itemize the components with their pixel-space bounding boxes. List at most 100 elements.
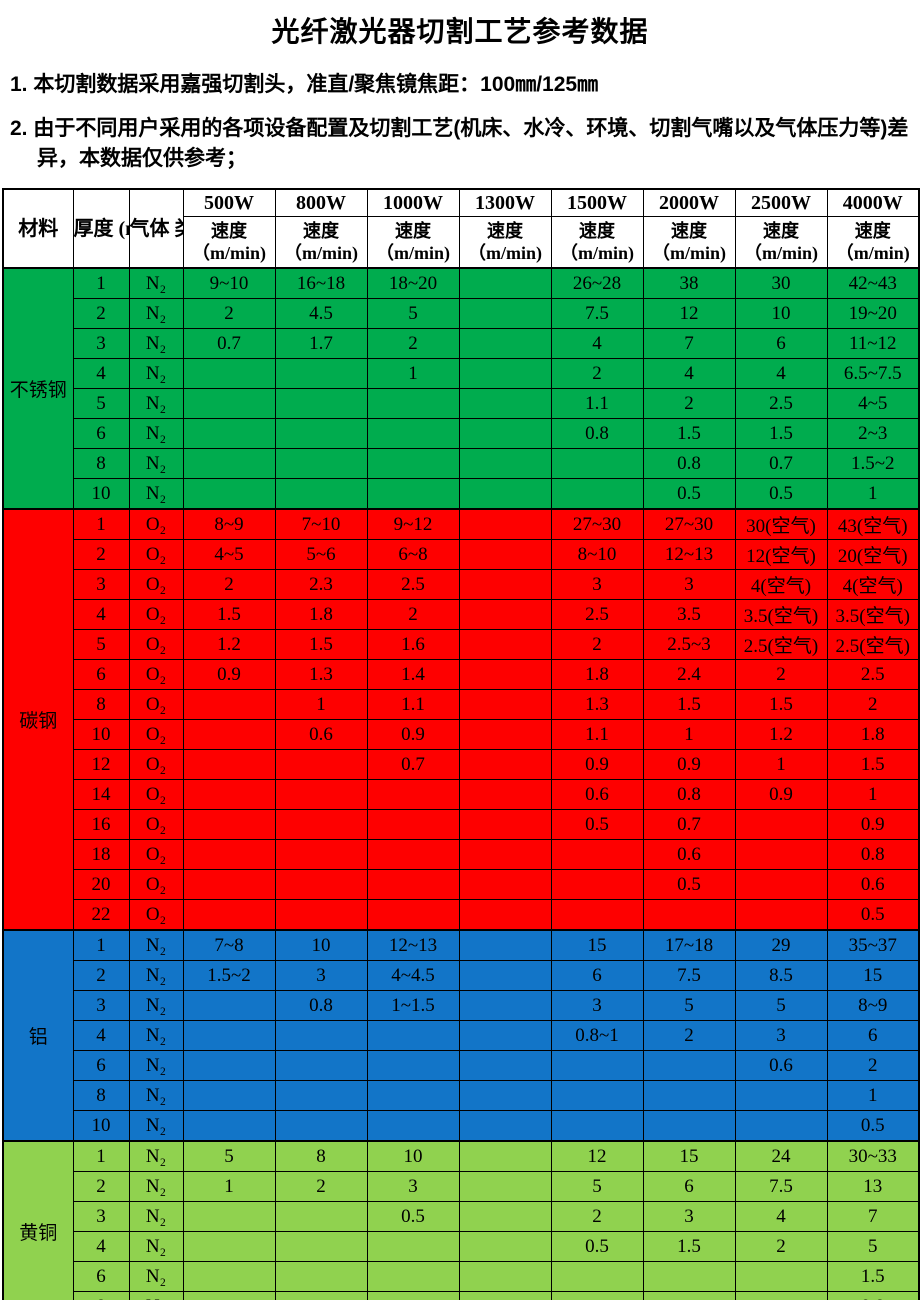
speed-value-cell: 1.6 (366, 629, 460, 660)
gas-cell: N₂ (128, 960, 184, 991)
power-header-row: 材料 厚度 (mm) 气体 类型 500W800W1000W1300W1500W… (2, 188, 920, 269)
gas-cell: O₂ (128, 659, 184, 690)
speed-value-cell: 2.5 (734, 388, 828, 419)
speed-value-cell: 7.5 (642, 960, 736, 991)
speed-value-cell (182, 839, 276, 870)
power-header-cell: 2500W (734, 188, 828, 217)
gas-cell: N₂ (128, 929, 184, 961)
speed-value-cell: 1 (642, 719, 736, 750)
speed-value-cell (182, 1080, 276, 1111)
thickness-cell: 2 (72, 1171, 130, 1202)
table-row: 2 N₂ 1 2 3 5 6 7.5 13 (3, 1171, 920, 1202)
speed-value-cell: 0.6 (274, 719, 368, 750)
speed-value-cell: 0.9 (642, 749, 736, 780)
speed-value-cell: 43(空气) (826, 508, 920, 540)
speed-value-cell: 27~30 (642, 508, 736, 540)
speed-value-cell: 0.8 (642, 779, 736, 810)
speed-value-cell: 12(空气) (734, 539, 828, 570)
table-row: 10 N₂ 0.5 (3, 1110, 920, 1142)
table-row: 12 O₂ 0.7 0.9 0.9 1 1.5 (3, 749, 920, 780)
speed-value-cell (366, 1291, 460, 1300)
gas-cell: N₂ (128, 358, 184, 389)
speed-value-cell (642, 1050, 736, 1081)
speed-value-cell (458, 358, 552, 389)
thickness-cell: 10 (72, 478, 130, 510)
note-2: 2. 由于不同用户采用的各项设备配置及切割工艺(机床、水冷、环境、切割气嘴以及气… (10, 117, 909, 170)
speed-value-cell (366, 1050, 460, 1081)
speed-value-cell (458, 478, 552, 510)
table-row: 10 O₂ 0.6 0.9 1.1 1 1.2 1.8 (3, 719, 920, 750)
gas-cell: N₂ (128, 418, 184, 449)
speed-value-cell: 1.8 (274, 599, 368, 630)
speed-value-cell: 3 (550, 569, 644, 600)
speed-value-cell: 4 (734, 358, 828, 389)
speed-value-cell (458, 749, 552, 780)
speed-value-cell: 4(空气) (826, 569, 920, 600)
speed-value-cell (458, 899, 552, 931)
speed-value-cell: 1.1 (366, 689, 460, 720)
speed-value-cell (182, 869, 276, 900)
speed-value-cell (366, 809, 460, 840)
table-row: 22 O₂ 0.5 (3, 899, 920, 931)
speed-value-cell: 30 (734, 267, 828, 299)
speed-value-cell (182, 418, 276, 449)
speed-value-cell (458, 298, 552, 329)
gas-cell: O₂ (128, 749, 184, 780)
speed-value-cell: 4(空气) (734, 569, 828, 600)
speed-value-cell: 10 (734, 298, 828, 329)
thickness-cell: 6 (72, 659, 130, 690)
speed-value-cell: 0.8 (274, 990, 368, 1021)
speed-value-cell (366, 1080, 460, 1111)
speed-header-row: 速度 （m/min) 速度 （m/min) 速度 （m/min) 速度 （m/min)… (3, 216, 920, 269)
table-row: 3 N₂ 0.7 1.7 2 4 7 6 11~12 (3, 328, 920, 359)
speed-value-cell: 2.5~3 (642, 629, 736, 660)
speed-header-cell: 速度 （m/min) (734, 216, 828, 269)
thickness-cell: 22 (72, 899, 130, 931)
speed-value-cell (182, 1110, 276, 1142)
speed-value-cell (458, 1080, 552, 1111)
speed-value-cell (458, 388, 552, 419)
speed-value-cell (366, 1110, 460, 1142)
speed-value-cell (366, 1020, 460, 1051)
speed-value-cell: 1.5 (274, 629, 368, 660)
speed-value-cell (458, 779, 552, 810)
speed-value-cell: 1 (274, 689, 368, 720)
speed-value-cell: 2~3 (826, 418, 920, 449)
speed-value-cell (458, 1020, 552, 1051)
speed-value-cell: 30(空气) (734, 508, 828, 540)
speed-value-cell (458, 1231, 552, 1262)
note-1: 1. 本切割数据采用嘉强切割头，准直/聚焦镜焦距：100㎜/125㎜ (10, 73, 599, 96)
speed-value-cell (274, 358, 368, 389)
gas-cell: N₂ (128, 328, 184, 359)
speed-value-cell (550, 839, 644, 870)
speed-value-cell: 2 (182, 298, 276, 329)
speed-value-cell: 8~9 (182, 508, 276, 540)
thickness-cell: 2 (72, 960, 130, 991)
table-row: 6 O₂ 0.9 1.3 1.4 1.8 2.4 2 2.5 (3, 659, 920, 690)
speed-value-cell (458, 719, 552, 750)
speed-value-cell: 0.6 (734, 1050, 828, 1081)
table-row: 不锈钢 1 N₂ 9~10 16~18 18~20 26~28 38 30 42~43 (2, 267, 920, 510)
speed-value-cell (458, 418, 552, 449)
speed-value-cell: 7 (642, 328, 736, 359)
speed-value-cell: 7.5 (734, 1171, 828, 1202)
speed-value-cell: 30~33 (826, 1140, 920, 1172)
table-row: 碳钢 1 O₂ 8~9 7~10 9~12 27~30 27~30 30(空气) 43(空气) (2, 508, 920, 931)
thickness-cell: 14 (72, 779, 130, 810)
speed-value-cell: 5 (826, 1231, 920, 1262)
speed-value-cell (182, 689, 276, 720)
power-header-cell: 500W (182, 188, 276, 217)
speed-value-cell (550, 1291, 644, 1300)
speed-value-cell (182, 1201, 276, 1232)
thickness-cell: 12 (72, 749, 130, 780)
gas-cell: N₂ (128, 1020, 184, 1051)
speed-value-cell: 4 (642, 358, 736, 389)
speed-value-cell: 4.5 (274, 298, 368, 329)
thickness-cell: 8 (72, 448, 130, 479)
speed-value-cell: 3 (366, 1171, 460, 1202)
speed-value-cell: 7~8 (182, 929, 276, 961)
speed-value-cell: 0.7 (182, 328, 276, 359)
speed-value-cell (366, 779, 460, 810)
speed-value-cell: 29 (734, 929, 828, 961)
